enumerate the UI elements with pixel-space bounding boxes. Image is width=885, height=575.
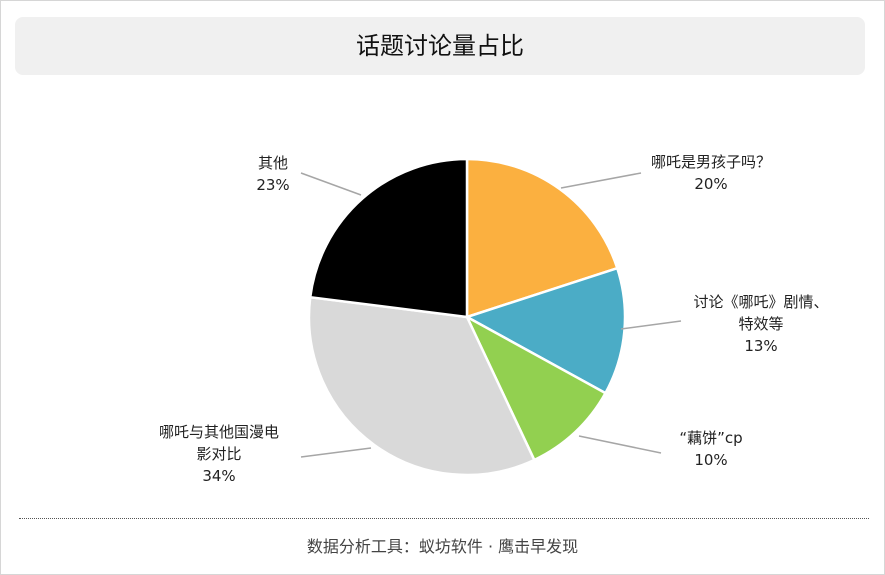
leader-line [300, 447, 372, 458]
leader-line [560, 172, 642, 189]
slice-percent-label: 13% [744, 337, 777, 355]
pie-slice [465, 157, 619, 319]
pie-slice [464, 314, 608, 462]
leader-line [578, 435, 662, 454]
footer-divider [19, 518, 869, 519]
slice-label: 其他 [258, 154, 288, 172]
slice-percent-label: 23% [256, 176, 289, 194]
slice-percent-label: 20% [694, 175, 727, 193]
slice-label: 哪吒与其他国漫电影对比 [159, 423, 279, 463]
leader-line [620, 320, 682, 330]
chart-title: 话题讨论量占比 [356, 32, 524, 60]
pie-slice [463, 266, 627, 395]
pie-slice [307, 295, 536, 477]
slice-percent-label: 34% [202, 467, 235, 485]
leader-line [300, 172, 362, 196]
title-bar: 话题讨论量占比 [15, 17, 865, 75]
slice-label: 哪吒是男孩子吗？ [651, 153, 771, 171]
slice-label: 讨论《哪吒》剧情、特效等 [693, 293, 828, 333]
slice-label: “藕饼”cp [679, 429, 742, 447]
footer-source: 数据分析工具：蚁坊软件 · 鹰击早发现 [306, 537, 579, 556]
pie-slice [308, 157, 469, 319]
pie-chart: 哪吒是男孩子吗？ 20% 讨论《哪吒》剧情、特效等 13% “藕饼”cp 10% 哪吒与其他… [159, 153, 829, 485]
slice-percent-label: 10% [694, 451, 727, 469]
